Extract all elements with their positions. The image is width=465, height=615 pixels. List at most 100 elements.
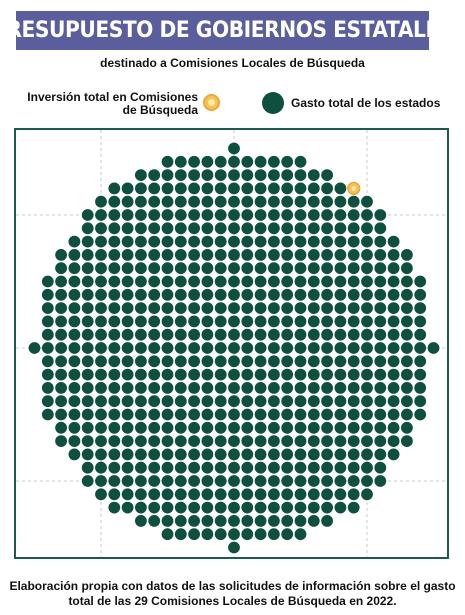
spending-dot	[161, 435, 174, 447]
spending-dot	[161, 288, 174, 301]
spending-dot	[108, 288, 121, 301]
spending-dot	[347, 475, 360, 487]
spending-dot	[254, 315, 267, 328]
spending-dot	[161, 448, 174, 461]
spending-dot	[268, 262, 280, 275]
spending-dot	[55, 382, 67, 394]
spending-dot	[135, 515, 147, 527]
spending-dot	[201, 288, 214, 301]
spending-dot	[334, 249, 347, 261]
spending-dot	[214, 475, 227, 487]
spending-dot	[81, 475, 94, 487]
spending-dot	[401, 342, 413, 354]
spending-dot	[268, 528, 280, 541]
spending-dot	[95, 235, 107, 248]
spending-dot	[307, 275, 320, 288]
spending-dot	[188, 209, 201, 221]
spending-dot	[321, 195, 333, 208]
spending-dot	[374, 475, 387, 487]
spending-dot	[68, 382, 81, 394]
spending-dot	[201, 249, 214, 261]
spending-dot	[307, 169, 320, 181]
spending-dot	[347, 368, 360, 381]
spending-dot	[174, 169, 187, 181]
spending-dot	[81, 288, 94, 301]
spending-dot	[121, 315, 134, 328]
spending-dot	[387, 435, 400, 447]
spending-dot	[374, 249, 387, 261]
spending-dot	[281, 328, 294, 341]
spending-dot	[148, 235, 161, 248]
spending-dot	[188, 488, 201, 501]
spending-dot	[55, 262, 67, 275]
spending-dot	[108, 315, 121, 328]
spending-dot	[307, 488, 320, 501]
spending-dot	[201, 395, 214, 408]
spending-dot	[254, 528, 267, 541]
spending-dot	[374, 275, 387, 288]
spending-dot	[174, 182, 187, 195]
spending-dot	[294, 315, 307, 328]
spending-dot	[55, 315, 67, 328]
spending-dot	[374, 435, 387, 447]
spending-dot	[294, 475, 307, 487]
spending-dot	[307, 195, 320, 208]
spending-dot	[374, 421, 387, 434]
spending-dot	[108, 355, 121, 368]
spending-dot	[241, 288, 254, 301]
spending-dot	[214, 395, 227, 408]
spending-dot	[307, 382, 320, 394]
spending-dot	[347, 382, 360, 394]
spending-dot	[135, 249, 147, 261]
spending-dot	[347, 355, 360, 368]
spending-dot	[294, 382, 307, 394]
spending-dot	[401, 288, 413, 301]
spending-dot	[281, 435, 294, 447]
spending-dot	[241, 275, 254, 288]
spending-dot	[68, 275, 81, 288]
spending-dot	[414, 328, 427, 341]
spending-dot	[374, 355, 387, 368]
spending-dot	[135, 235, 147, 248]
spending-dot	[228, 155, 240, 168]
spending-dot	[161, 209, 174, 221]
spending-dot	[387, 395, 400, 408]
spending-dot	[387, 275, 400, 288]
spending-dot	[81, 275, 94, 288]
spending-dot	[81, 461, 94, 474]
spending-dot	[41, 328, 54, 341]
spending-dot	[228, 488, 240, 501]
spending-dot	[281, 222, 294, 235]
spending-dot	[108, 461, 121, 474]
spending-dot	[281, 528, 294, 541]
spending-dot	[121, 382, 134, 394]
spending-dot	[68, 448, 81, 461]
spending-dot	[68, 368, 81, 381]
spending-dot	[281, 461, 294, 474]
spending-dot	[294, 488, 307, 501]
spending-dot	[174, 209, 187, 221]
spending-dot	[228, 328, 240, 341]
spending-dot	[201, 169, 214, 181]
spending-dot	[188, 355, 201, 368]
spending-dot	[121, 302, 134, 314]
spending-dot	[55, 328, 67, 341]
spending-dot	[201, 408, 214, 421]
spending-dot	[307, 328, 320, 341]
spending-dot	[201, 222, 214, 235]
spending-dot	[188, 235, 201, 248]
spending-dot	[268, 488, 280, 501]
spending-dot	[241, 195, 254, 208]
spending-dot	[148, 249, 161, 261]
spending-dot	[347, 249, 360, 261]
spending-dot	[214, 488, 227, 501]
spending-dot	[188, 182, 201, 195]
spending-dot	[121, 222, 134, 235]
spending-dot	[121, 235, 134, 248]
spending-dot	[281, 155, 294, 168]
spending-dot	[268, 515, 280, 527]
spending-dot	[161, 155, 174, 168]
spending-dot	[361, 222, 373, 235]
spending-dot	[201, 155, 214, 168]
spending-dot	[307, 421, 320, 434]
